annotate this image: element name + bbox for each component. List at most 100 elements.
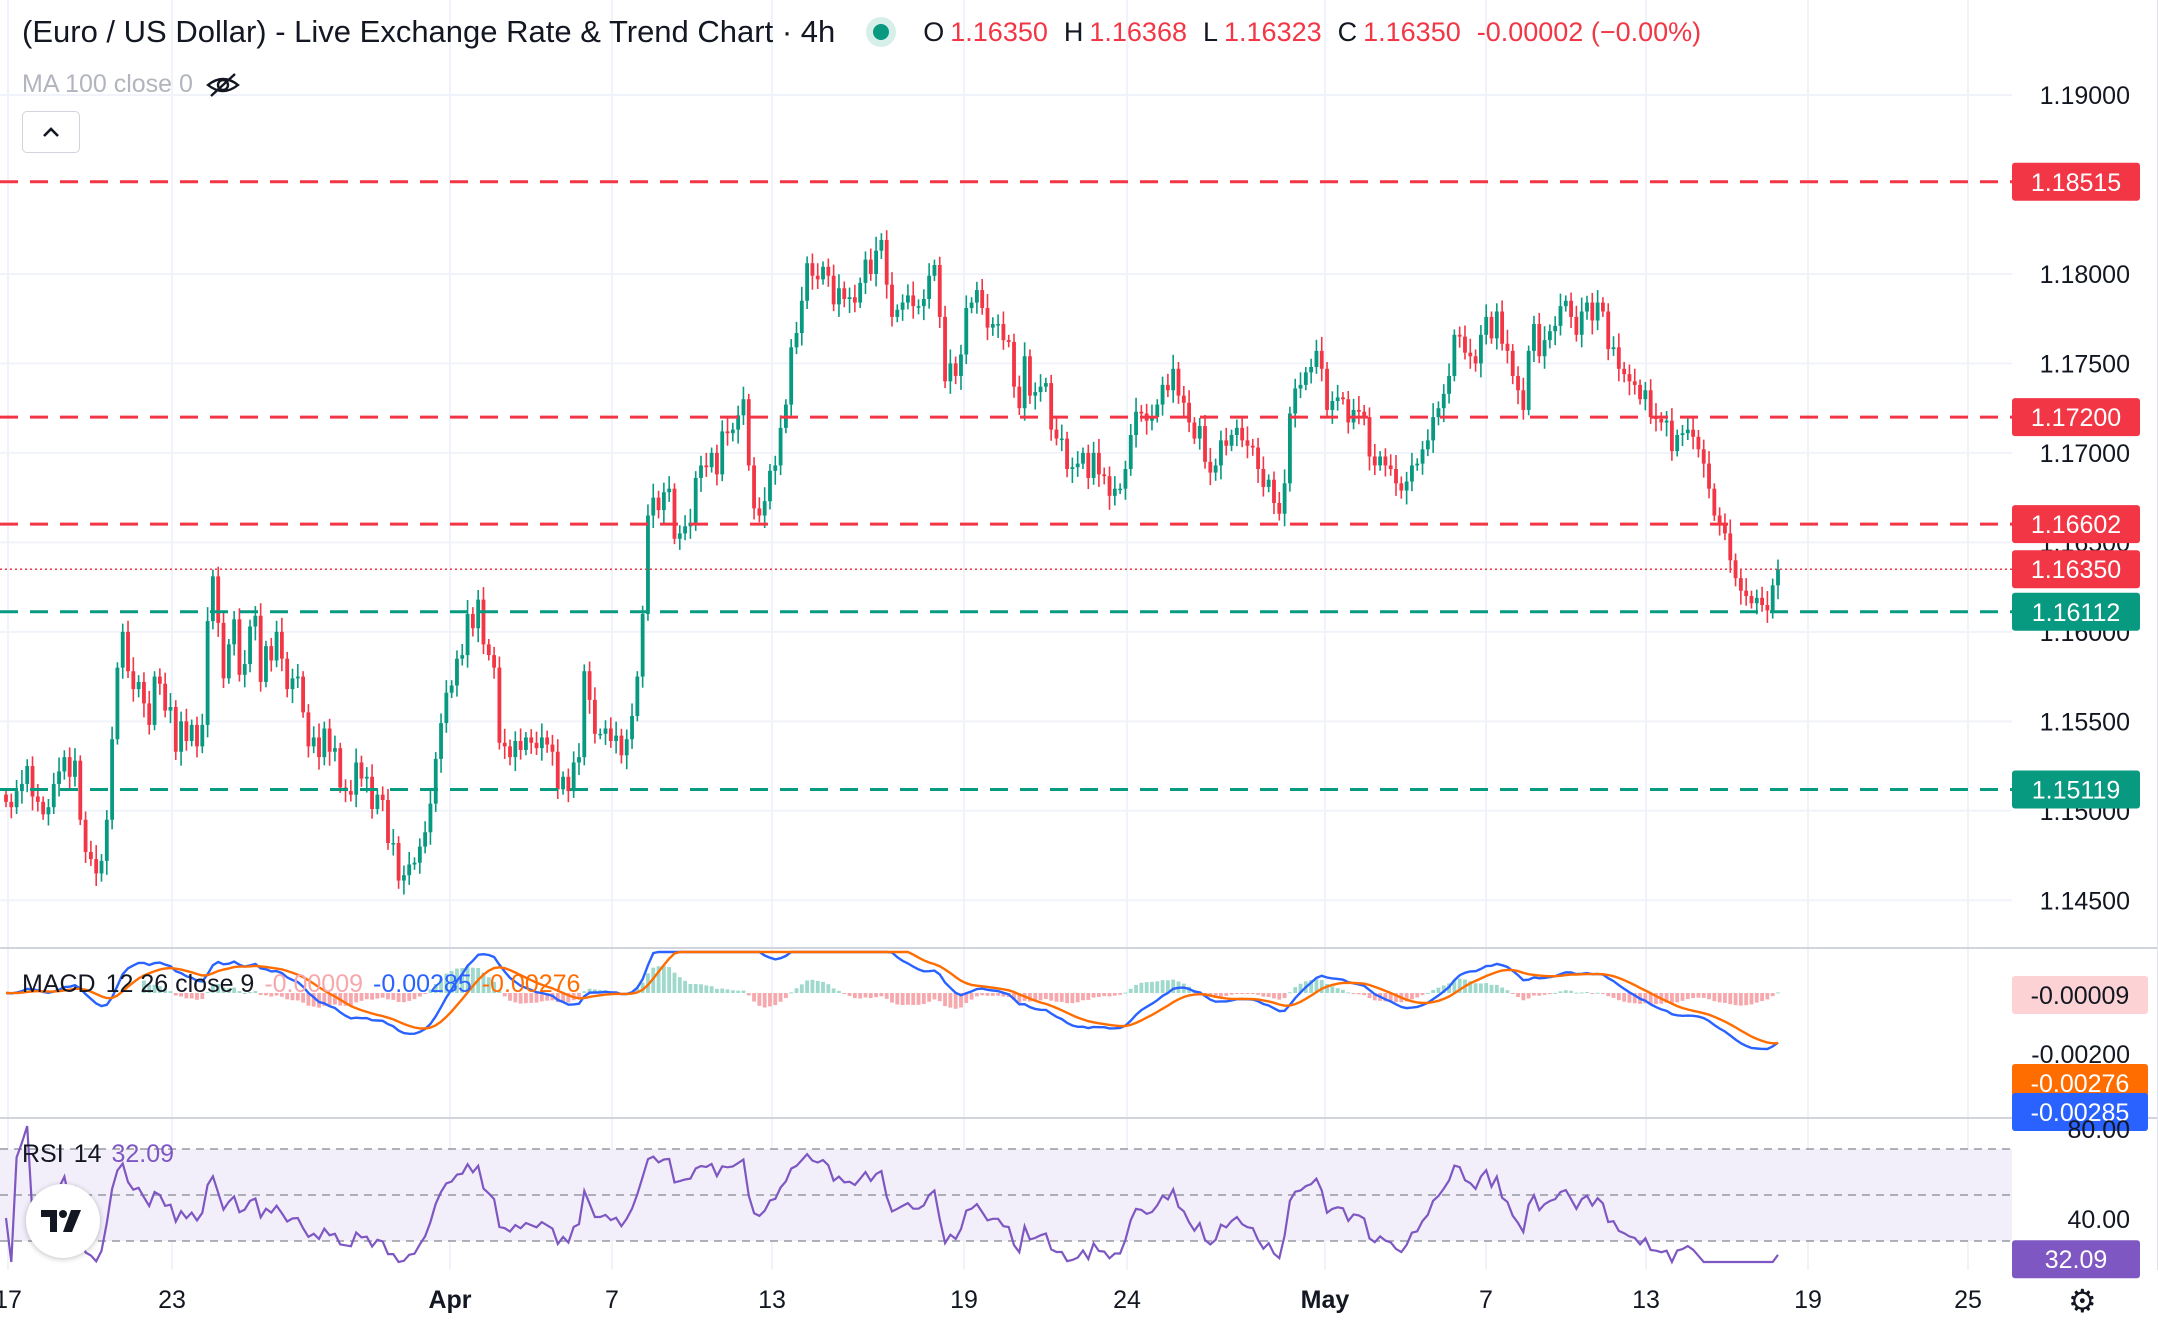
- macd-histogram-bar: [1383, 993, 1388, 1002]
- candle-body: [200, 724, 205, 747]
- symbol-title[interactable]: (Euro / US Dollar) - Live Exchange Rate …: [22, 14, 836, 49]
- macd-histogram-bar: [1410, 993, 1414, 1000]
- macd-histogram-bar: [465, 966, 470, 993]
- candle-body: [1330, 401, 1335, 410]
- candle-body: [964, 307, 969, 355]
- candle-body: [264, 646, 268, 682]
- candle-body: [1123, 469, 1128, 489]
- candle-body: [269, 646, 274, 661]
- candle-body: [1601, 302, 1605, 312]
- candle-body: [1468, 352, 1473, 357]
- macd-histogram-bar: [492, 981, 497, 993]
- candle-body: [1107, 476, 1112, 496]
- macd-histogram-bar: [667, 967, 672, 993]
- candle-body: [1356, 409, 1361, 412]
- macd-histogram-bar: [953, 993, 958, 1009]
- candle-body: [449, 685, 454, 693]
- candle-body: [1441, 393, 1446, 409]
- candle-body: [1632, 381, 1637, 385]
- macd-histogram-bar: [906, 993, 910, 1005]
- macd-histogram-bar: [1675, 993, 1680, 1003]
- macd-legend[interactable]: MACD 12 26 close 9 -0.00009 -0.00285 -0.…: [22, 970, 580, 999]
- macd-histogram-bar: [1054, 993, 1059, 1002]
- candle-body: [226, 644, 231, 679]
- ohlc-key: H: [1063, 16, 1084, 47]
- candle-body: [524, 737, 528, 750]
- macd-histogram-bar: [1436, 987, 1441, 993]
- candle-body: [486, 644, 491, 656]
- macd-histogram-bar: [428, 989, 433, 993]
- candle-body: [1346, 399, 1351, 423]
- candle-body: [1431, 417, 1436, 441]
- candle-body: [789, 347, 794, 405]
- macd-histogram-bar: [1070, 993, 1075, 1004]
- settings-gear-icon[interactable]: ⚙: [2068, 1283, 2097, 1319]
- macd-histogram-bar: [513, 993, 518, 1003]
- macd-histogram-bar: [1043, 993, 1048, 999]
- candle-body: [1219, 440, 1223, 466]
- macd-histogram-bar: [142, 980, 146, 993]
- candle-body: [630, 715, 634, 740]
- candle-body: [842, 288, 847, 299]
- macd-histogram-bar: [1367, 993, 1372, 999]
- candle-body: [1378, 456, 1383, 466]
- macd-histogram-bar: [152, 984, 157, 993]
- candle-body: [1563, 300, 1568, 307]
- candle-body: [35, 796, 40, 802]
- candle-body: [51, 783, 56, 808]
- macd-histogram-bar: [1696, 993, 1701, 998]
- macd-histogram-bar: [1065, 993, 1069, 1004]
- macd-histogram-bar: [1341, 989, 1345, 993]
- candle-body: [799, 300, 804, 333]
- eye-hidden-icon[interactable]: [205, 72, 241, 98]
- candle-body: [826, 266, 831, 276]
- ohlc-value: -0.00002 (−0.00%): [1476, 16, 1702, 47]
- candle-body: [258, 615, 263, 682]
- candle-body: [1341, 397, 1345, 400]
- macd-histogram-bar: [396, 993, 401, 1002]
- candle-body: [635, 676, 640, 716]
- rsi-legend[interactable]: RSI 14 32.09: [22, 1140, 174, 1169]
- candle-body: [1372, 456, 1377, 466]
- macd-histogram-bar: [805, 980, 810, 993]
- macd-histogram-bar: [1081, 993, 1085, 1001]
- ma-indicator-label[interactable]: MA 100 close 0: [22, 70, 241, 99]
- candle-body: [375, 794, 380, 809]
- macd-histogram-bar: [768, 993, 772, 1007]
- candle-body: [1627, 374, 1632, 382]
- macd-histogram-bar: [746, 993, 751, 996]
- macd-histogram-bar: [794, 988, 799, 993]
- macd-histogram-bar: [1112, 993, 1117, 996]
- macd-histogram-bar: [211, 984, 215, 993]
- macd-histogram-bar: [386, 993, 390, 1000]
- candle-body: [608, 728, 613, 741]
- candle-body: [1611, 347, 1616, 350]
- candle-body: [741, 399, 746, 416]
- macd-histogram-bar: [1717, 993, 1722, 1003]
- ohlc-value: 1.16350: [950, 16, 1048, 47]
- candle-body: [508, 746, 512, 758]
- candle-body: [396, 843, 401, 881]
- ohlc-value: 1.16350: [1363, 16, 1461, 47]
- macd-histogram-bar: [311, 993, 316, 1007]
- macd-histogram-bar: [730, 990, 735, 993]
- macd-histogram-bar: [1420, 993, 1425, 996]
- candle-body: [168, 707, 173, 711]
- candle-body: [1484, 316, 1489, 335]
- macd-histogram-bar: [635, 988, 640, 993]
- collapse-legend-button[interactable]: [22, 111, 80, 153]
- macd-histogram-bar: [163, 989, 168, 993]
- candle-body: [651, 497, 656, 516]
- macd-histogram-bar: [1266, 993, 1271, 998]
- tradingview-logo[interactable]: [26, 1184, 100, 1258]
- candle-body: [529, 737, 534, 743]
- macd-histogram-bar: [566, 993, 571, 1003]
- candle-body: [1675, 435, 1680, 452]
- candle-body: [943, 316, 947, 382]
- candle-body: [417, 846, 422, 863]
- candle-body: [1059, 438, 1064, 441]
- macd-line-value: -0.00285: [373, 970, 472, 998]
- macd-histogram-bar: [1622, 993, 1627, 1002]
